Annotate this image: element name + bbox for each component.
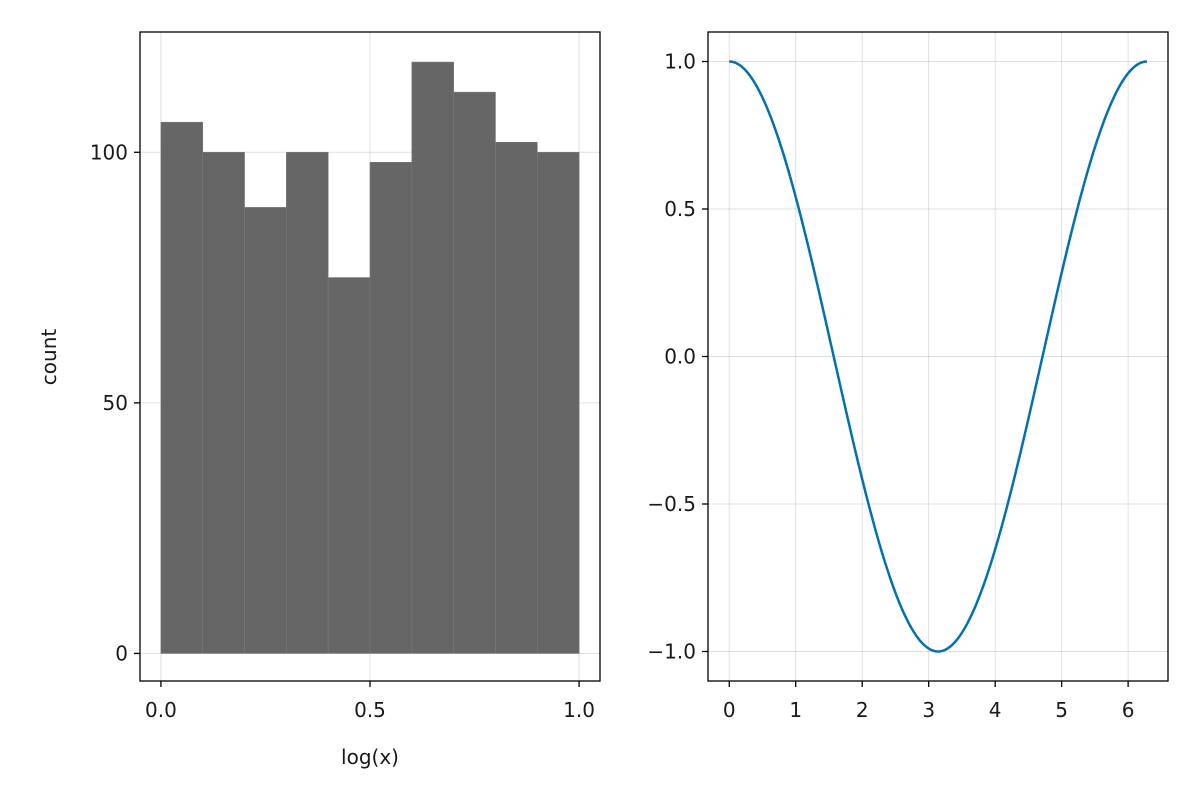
histogram-bar-0 [160, 121, 204, 654]
histogram-y-tick-label-2: 100 [90, 140, 128, 164]
histogram-x-axis-label: log(x) [341, 745, 399, 769]
line-x-tick-label-4: 4 [989, 698, 1002, 722]
line-x-tick-label-3: 3 [922, 698, 935, 722]
line-y-tick-label-1: 0.5 [664, 197, 696, 221]
line-x-tick-label-0: 0 [723, 698, 736, 722]
histogram-bar-7 [453, 91, 496, 654]
histogram-y-tick-label-1: 50 [103, 391, 128, 415]
line-plot-ticks [702, 60, 1129, 687]
line-x-tick-label-1: 1 [789, 698, 802, 722]
histogram-y-tick-labels: 0 50 100 [90, 140, 128, 665]
line-x-tick-label-6: 6 [1122, 698, 1135, 722]
histogram-bar-8 [495, 141, 538, 654]
histogram-bar-9 [536, 151, 580, 654]
histogram-x-tick-labels: 0.0 0.5 1.0 [145, 698, 595, 722]
histogram-bar-6 [411, 61, 454, 654]
line-plot-x-tick-labels: 0 1 2 3 4 5 6 [723, 698, 1135, 722]
histogram-x-tick-label-1: 0.5 [354, 698, 386, 722]
line-series-cosine [729, 60, 1148, 653]
line-plot-y-tick-labels: 1.0 0.5 0.0 −0.5 −1.0 [647, 50, 696, 664]
line-y-tick-label-0: 1.0 [664, 50, 696, 74]
histogram-panel: 0.0 0.5 1.0 0 50 100 log(x) count [37, 31, 601, 769]
histogram-x-tick-label-0: 0.0 [145, 698, 177, 722]
histogram-y-axis-label: count [37, 329, 61, 386]
histogram-bar-5 [369, 162, 413, 654]
histogram-ticks [134, 151, 580, 687]
line-y-tick-label-2: 0.0 [664, 345, 696, 369]
line-plot-grid [708, 32, 1168, 681]
histogram-x-tick-label-2: 1.0 [563, 698, 595, 722]
line-plot-panel: 0 1 2 3 4 5 6 1.0 0.5 0.0 −0.5 −1.0 [647, 31, 1169, 722]
line-y-tick-label-3: −0.5 [647, 492, 696, 516]
histogram-bar-4 [327, 277, 371, 654]
histogram-bars [160, 61, 580, 654]
histogram-bar-1 [202, 151, 245, 654]
line-x-tick-label-2: 2 [856, 698, 869, 722]
line-plot-frame [707, 31, 1169, 682]
line-y-tick-label-4: −1.0 [647, 640, 696, 664]
histogram-bar-3 [286, 151, 329, 654]
histogram-bar-2 [244, 207, 287, 654]
histogram-y-tick-label-0: 0 [115, 641, 128, 665]
histogram-frame [139, 31, 601, 682]
line-x-tick-label-5: 5 [1055, 698, 1068, 722]
